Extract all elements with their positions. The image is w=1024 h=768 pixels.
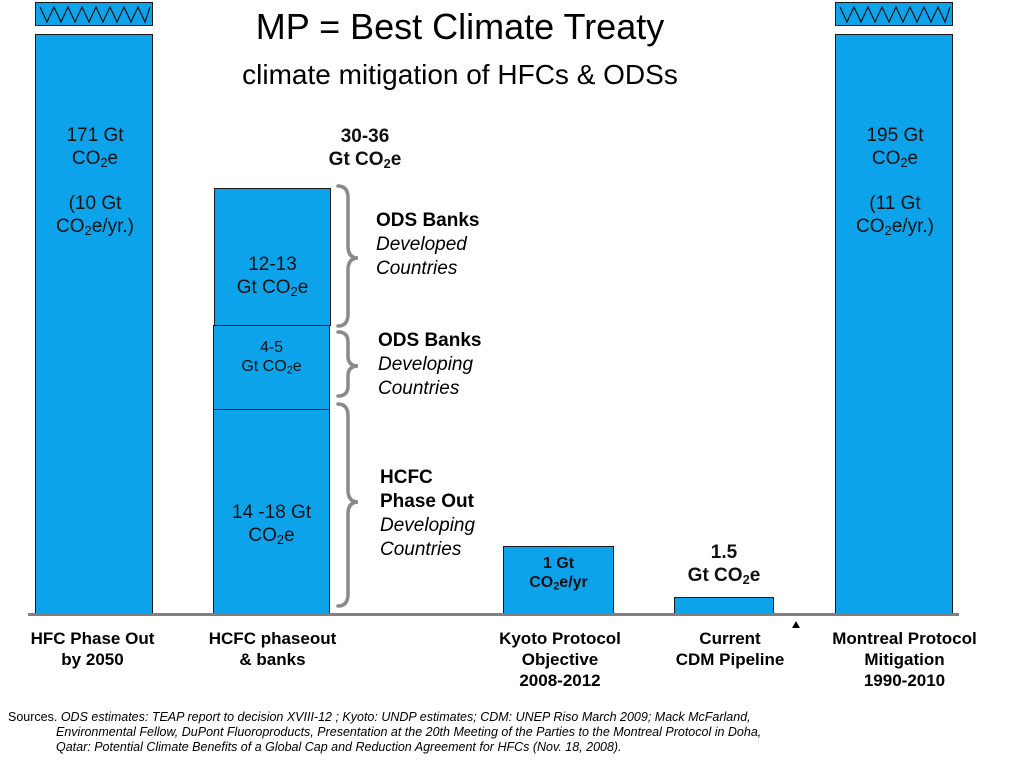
subscript: 2 [290, 284, 298, 300]
sources-line: Environmental Fellow, DuPont Fluoroprodu… [56, 725, 762, 739]
chart-subtitle: climate mitigation of HFCs & ODSs [242, 59, 678, 90]
subscript: 2 [84, 223, 92, 239]
value-label-line: CO2e [71, 147, 119, 171]
bar-label-ods-developing: 4-5 Gt CO2e [213, 338, 330, 376]
bracket-subtitle: Countries [378, 378, 460, 399]
zigzag-left-icon [39, 5, 151, 24]
bar-label-hfc-phase-out: 171 Gt CO2e (10 Gt CO2e/yr.) [40, 125, 150, 239]
value-label-line: 171 Gt [66, 125, 124, 146]
value-label-line [840, 171, 950, 194]
category-line: Montreal Protocol [832, 629, 977, 648]
subscript: 2 [286, 364, 293, 377]
value-label-line: Gt CO2e [687, 564, 761, 588]
chart-title: MP = Best Climate Treaty [255, 6, 665, 47]
axis-break-right [835, 2, 953, 26]
value-label-line: CO2e [248, 524, 295, 548]
bracket-subtitle: Developing [378, 354, 474, 375]
value-label-line: CO2e/yr.) [856, 216, 934, 239]
category-line: HFC Phase Out [30, 629, 155, 648]
category-line: by 2050 [61, 650, 124, 669]
value-label-line: (10 Gt [68, 193, 122, 215]
category-line: Objective [521, 650, 599, 669]
value-label-line: 30-36 [340, 126, 390, 147]
bracket-label-ods-developing: ODS Banks Developing Countries [378, 329, 481, 401]
subscript: 2 [276, 532, 285, 548]
bar-kyoto [503, 546, 614, 615]
bracket-title: ODS Banks [378, 330, 482, 351]
value-label-line: CO2e [871, 147, 919, 171]
bracket-hcfc-developing [336, 402, 359, 608]
subscript: 2 [383, 156, 391, 172]
value-label-line: 12-13 [248, 254, 297, 275]
axis-break-left [35, 2, 153, 26]
value-label-line: 14 -18 Gt [231, 502, 312, 523]
category-line: & banks [239, 650, 306, 669]
bar-label-kyoto: 1 Gt CO2e/yr [503, 554, 614, 592]
sources-line: ODS estimates: TEAP report to decision X… [60, 710, 751, 724]
bracket-subtitle: Countries [376, 258, 458, 279]
category-line: Current [699, 629, 761, 648]
value-label-line: 1.5 [710, 542, 738, 563]
value-label-line [40, 171, 150, 194]
bracket-label-hcfc-developing: HCFC Phase Out Developing Countries [380, 466, 475, 562]
bracket-subtitle: Developing [380, 515, 476, 536]
bar-segment-ods-developed [214, 188, 331, 326]
total-label-hcfc-banks: 30-36 Gt CO2e [300, 126, 430, 172]
value-label-line: Gt CO2e [241, 358, 302, 377]
value-label-line: Gt CO2e [236, 276, 309, 300]
category-line: 2008-2012 [519, 671, 601, 690]
bar-hfc-phase-out [35, 34, 153, 615]
bar-label-hcfc-developing: 14 -18 Gt CO2e [213, 502, 330, 548]
subscript: 2 [100, 155, 108, 171]
value-label-line: 1 Gt [542, 555, 575, 572]
bracket-title: ODS Banks [376, 210, 480, 231]
value-label-line: 195 Gt [866, 125, 924, 146]
brackets-svg [336, 184, 359, 608]
category-label-montreal: Montreal Protocol Mitigation 1990-2010 [812, 628, 997, 691]
bracket-ods-developed [336, 184, 359, 328]
subscript: 2 [884, 223, 892, 239]
category-line: Mitigation [864, 650, 945, 669]
bracket-title: Phase Out [380, 491, 474, 512]
bracket-title: HCFC [380, 467, 433, 488]
sources-label: Sources. [8, 710, 58, 724]
bracket-subtitle: Developed [376, 234, 467, 255]
triangle-marker-icon [792, 621, 800, 628]
sources-note: Sources. ODS estimates: TEAP report to d… [8, 710, 1018, 755]
bracket-label-ods-developed: ODS Banks Developed Countries [376, 209, 479, 281]
bar-montreal [835, 34, 953, 615]
subscript: 2 [900, 155, 908, 171]
sources-line: Qatar: Potential Climate Benefits of a G… [56, 740, 622, 754]
bar-label-montreal: 195 Gt CO2e (11 Gt CO2e/yr.) [840, 125, 950, 239]
x-axis-line [28, 613, 959, 616]
category-line: CDM Pipeline [675, 650, 785, 669]
bar-label-ods-developed: 12-13 Gt CO2e [214, 254, 331, 300]
bracket-subtitle: Countries [380, 539, 462, 560]
category-line: 1990-2010 [863, 671, 946, 690]
category-label-hcfc: HCFC phaseout & banks [180, 628, 365, 670]
value-label-line: CO2e/yr [529, 574, 588, 593]
zigzag-right-icon [839, 5, 951, 24]
category-label-cdm: Current CDM Pipeline [650, 628, 810, 670]
category-line: Kyoto Protocol [499, 629, 621, 648]
category-line: HCFC phaseout [208, 629, 337, 648]
bar-label-cdm: 1.5 Gt CO2e [664, 542, 784, 588]
value-label-line: 4-5 [259, 339, 284, 356]
bar-segment-hcfc-developing [213, 409, 330, 615]
subscript: 2 [553, 580, 560, 593]
bracket-ods-developing [336, 330, 359, 398]
bar-segment-ods-developing [213, 325, 330, 410]
subscript: 2 [742, 572, 750, 588]
value-label-line: (11 Gt [869, 193, 921, 215]
value-label-line: Gt CO2e [328, 148, 402, 172]
category-label-kyoto: Kyoto Protocol Objective 2008-2012 [465, 628, 655, 691]
category-label-hfc: HFC Phase Out by 2050 [5, 628, 180, 670]
value-label-line: CO2e/yr.) [56, 216, 134, 239]
